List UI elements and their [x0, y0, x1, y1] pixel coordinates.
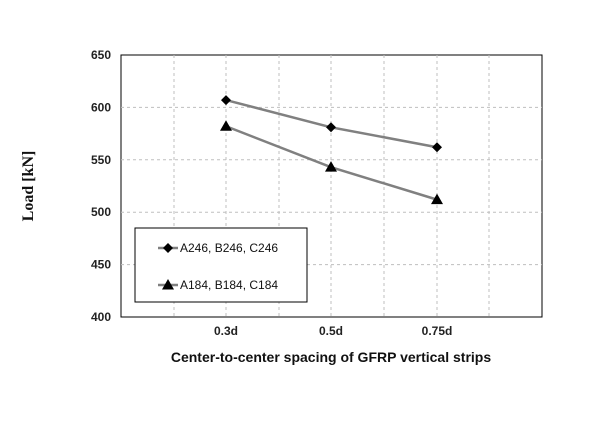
y-axis-label: Load [kN] — [20, 151, 37, 222]
data-point-1 — [432, 142, 442, 153]
y-tick-label: 450 — [91, 258, 111, 272]
x-tick-label: 0.75d — [422, 324, 453, 338]
y-tick-label: 550 — [91, 153, 111, 167]
legend-box — [134, 227, 308, 303]
data-point-2 — [220, 120, 232, 131]
legend-marker-1 — [163, 243, 173, 253]
y-tick-label: 500 — [91, 205, 111, 219]
y-tick-label: 650 — [91, 48, 111, 62]
legend: A246, B246, C246 A184, B184, C184 — [134, 227, 308, 303]
legend-label-2: A184, B184, C184 — [180, 278, 278, 292]
series-group — [220, 95, 443, 205]
y-tick-labels: 400 450 500 550 600 650 — [91, 48, 111, 324]
data-point-1 — [326, 122, 336, 133]
legend-marker-2 — [162, 279, 174, 290]
grid — [121, 55, 542, 317]
data-point-2 — [431, 193, 443, 205]
data-point-2 — [325, 161, 337, 172]
data-point-1 — [221, 95, 231, 106]
legend-label-1: A246, B246, C246 — [180, 241, 278, 255]
x-tick-label: 0.3d — [214, 324, 238, 338]
x-axis-label: Center-to-center spacing of GFRP vertica… — [171, 349, 491, 365]
x-tick-labels: 0.3d 0.5d 0.75d — [214, 324, 452, 338]
y-tick-label: 400 — [91, 310, 111, 324]
y-tick-label: 600 — [91, 100, 111, 114]
x-tick-label: 0.5d — [319, 324, 343, 338]
